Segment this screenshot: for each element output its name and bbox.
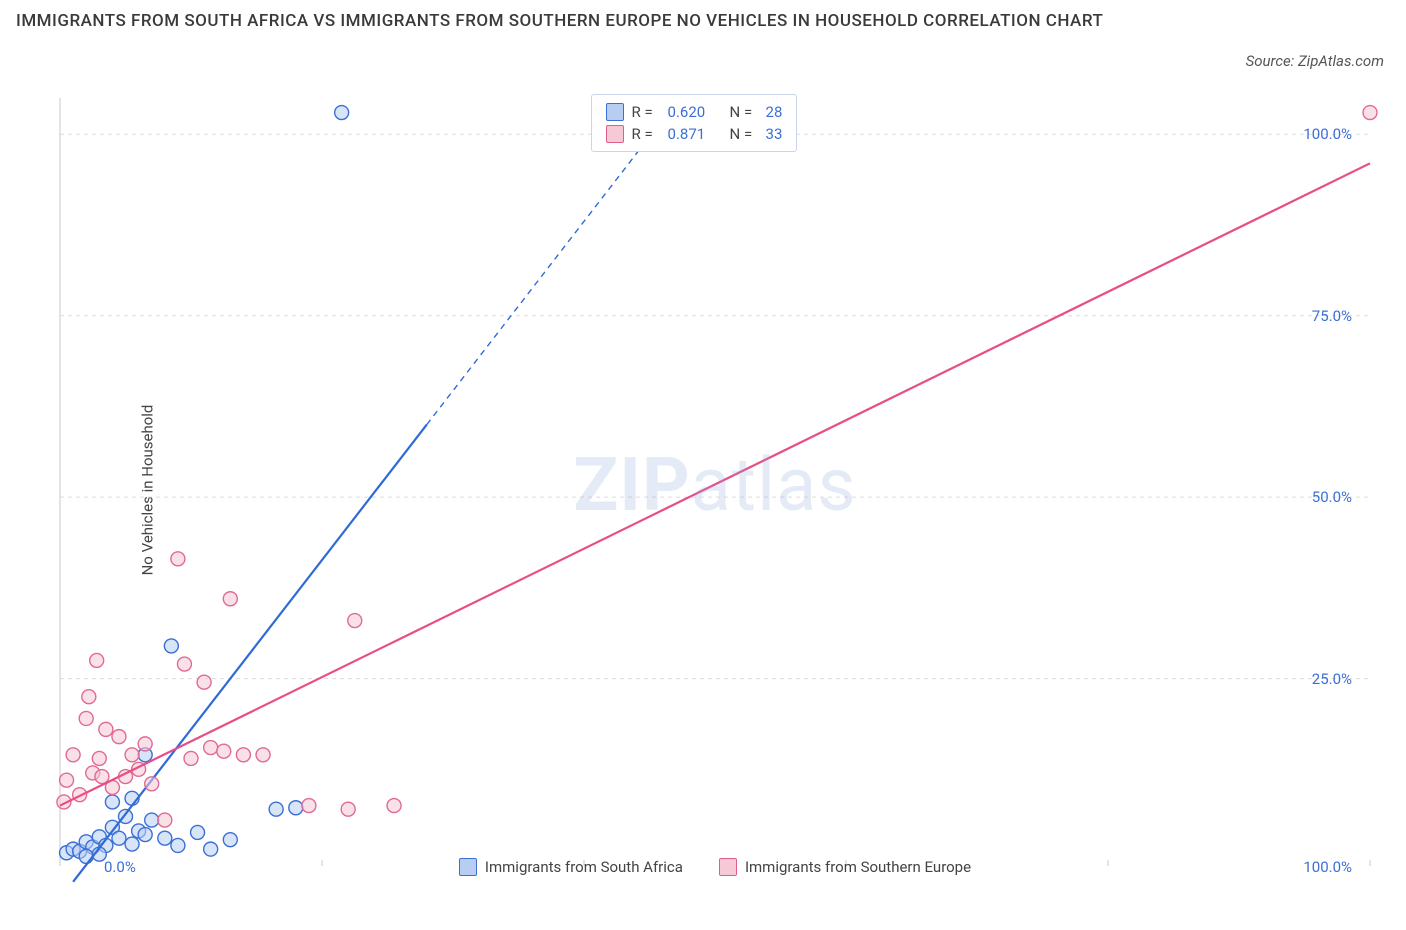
scatter-point — [204, 842, 218, 856]
legend-swatch-icon — [606, 103, 624, 121]
scatter-point — [79, 711, 93, 725]
scatter-point — [177, 657, 191, 671]
legend-r-value: 0.620 — [668, 103, 722, 121]
scatter-point — [99, 722, 113, 736]
legend-item-label: Immigrants from South Africa — [485, 858, 683, 876]
scatter-point — [302, 799, 316, 813]
scatter-point — [348, 614, 362, 628]
legend-n-value: 28 — [766, 103, 783, 121]
legend-item: Immigrants from South Africa — [459, 858, 683, 876]
scatter-point — [204, 741, 218, 755]
scatter-point — [289, 801, 303, 815]
scatter-point — [92, 751, 106, 765]
source-label: Source: ZipAtlas.com — [1246, 52, 1384, 70]
scatter-point — [223, 592, 237, 606]
legend-swatch-icon — [459, 858, 477, 876]
correlation-legend: R = 0.620 N = 28 R = 0.871 N = 33 — [591, 94, 798, 152]
series-legend: Immigrants from South Africa Immigrants f… — [48, 858, 1382, 876]
scatter-point — [145, 777, 159, 791]
scatter-point — [1363, 106, 1377, 120]
scatter-point — [82, 690, 96, 704]
scatter-point — [387, 799, 401, 813]
chart-area: No Vehicles in Household ZIPatlas R =0.6… — [48, 90, 1382, 890]
trend-line-dashed — [427, 120, 663, 425]
scatter-point — [184, 751, 198, 765]
scatter-point — [171, 552, 185, 566]
scatter-plot-svg — [48, 90, 1382, 890]
scatter-point — [197, 675, 211, 689]
legend-n-label: N = — [730, 103, 758, 121]
legend-item: Immigrants from Southern Europe — [719, 858, 971, 876]
scatter-point — [164, 639, 178, 653]
scatter-point — [138, 737, 152, 751]
scatter-point — [236, 748, 250, 762]
y-tick-label: 75.0% — [1312, 307, 1352, 325]
legend-swatch-icon — [719, 858, 737, 876]
scatter-point — [256, 748, 270, 762]
scatter-point — [125, 748, 139, 762]
scatter-point — [138, 828, 152, 842]
scatter-point — [145, 813, 159, 827]
legend-swatch-icon — [606, 125, 624, 143]
y-tick-label: 25.0% — [1312, 670, 1352, 688]
scatter-point — [341, 802, 355, 816]
legend-r-label: R = — [632, 103, 660, 121]
scatter-point — [269, 802, 283, 816]
scatter-point — [217, 744, 231, 758]
legend-n-label: N = — [730, 125, 758, 143]
scatter-point — [112, 730, 126, 744]
scatter-point — [171, 838, 185, 852]
scatter-point — [223, 833, 237, 847]
scatter-point — [125, 837, 139, 851]
legend-row: R = 0.620 N = 28 — [606, 101, 783, 123]
scatter-point — [112, 831, 126, 845]
y-tick-label: 100.0% — [1303, 125, 1352, 143]
scatter-point — [158, 831, 172, 845]
trend-line — [60, 163, 1370, 805]
scatter-point — [158, 813, 172, 827]
scatter-point — [90, 653, 104, 667]
legend-item-label: Immigrants from Southern Europe — [745, 858, 971, 876]
legend-r-value: 0.871 — [668, 125, 722, 143]
legend-row: R = 0.871 N = 33 — [606, 123, 783, 145]
scatter-point — [105, 795, 119, 809]
y-tick-label: 50.0% — [1312, 488, 1352, 506]
scatter-point — [191, 825, 205, 839]
trend-line — [73, 425, 427, 882]
legend-n-value: 33 — [766, 125, 783, 143]
legend-r-label: R = — [632, 125, 660, 143]
chart-title: IMMIGRANTS FROM SOUTH AFRICA VS IMMIGRAN… — [16, 8, 1286, 35]
scatter-point — [60, 773, 74, 787]
scatter-point — [66, 748, 80, 762]
scatter-point — [335, 106, 349, 120]
